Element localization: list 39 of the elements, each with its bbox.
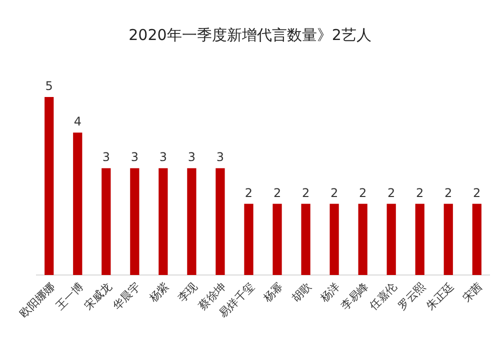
- x-tick-label: 宋威龙: [82, 280, 114, 313]
- data-label: 4: [74, 114, 82, 129]
- data-label: 2: [244, 186, 253, 200]
- data-label: 3: [102, 150, 110, 164]
- bar: [102, 168, 111, 275]
- data-label: 2: [388, 186, 396, 200]
- bar: [301, 204, 310, 275]
- data-label: 3: [216, 150, 224, 164]
- data-label: 5: [45, 79, 53, 93]
- data-label: 3: [188, 150, 196, 164]
- bar: [244, 204, 254, 275]
- bar: [386, 204, 396, 275]
- data-label: 2: [473, 186, 481, 200]
- bar: [444, 204, 453, 275]
- data-label: 3: [159, 150, 168, 164]
- x-tick-label: 宋茜: [460, 280, 486, 305]
- x-tick-label: 杨紫: [146, 280, 172, 306]
- x-tick-label: 胡歌: [289, 280, 314, 305]
- bar: [44, 97, 54, 275]
- data-label: 2: [302, 186, 310, 200]
- data-label: 3: [130, 150, 138, 164]
- bar: [272, 204, 282, 275]
- data-label: 2: [416, 186, 424, 200]
- bar: [330, 204, 339, 275]
- bar: [216, 168, 225, 275]
- bar: [158, 168, 168, 275]
- bar: [358, 204, 368, 275]
- x-tick-label: 杨幂: [260, 280, 286, 306]
- x-tick-label: 李易峰: [338, 280, 372, 313]
- data-label: 2: [273, 186, 282, 200]
- bar: [187, 168, 196, 275]
- bar: [130, 168, 140, 275]
- data-label: 2: [444, 186, 452, 200]
- chart-title: 2020年一季度新增代言数量》2艺人: [128, 26, 372, 44]
- data-label: 2: [330, 186, 338, 200]
- bar: [415, 204, 424, 275]
- data-label: 2: [358, 186, 367, 200]
- bar: [73, 132, 82, 275]
- bar: [472, 204, 482, 275]
